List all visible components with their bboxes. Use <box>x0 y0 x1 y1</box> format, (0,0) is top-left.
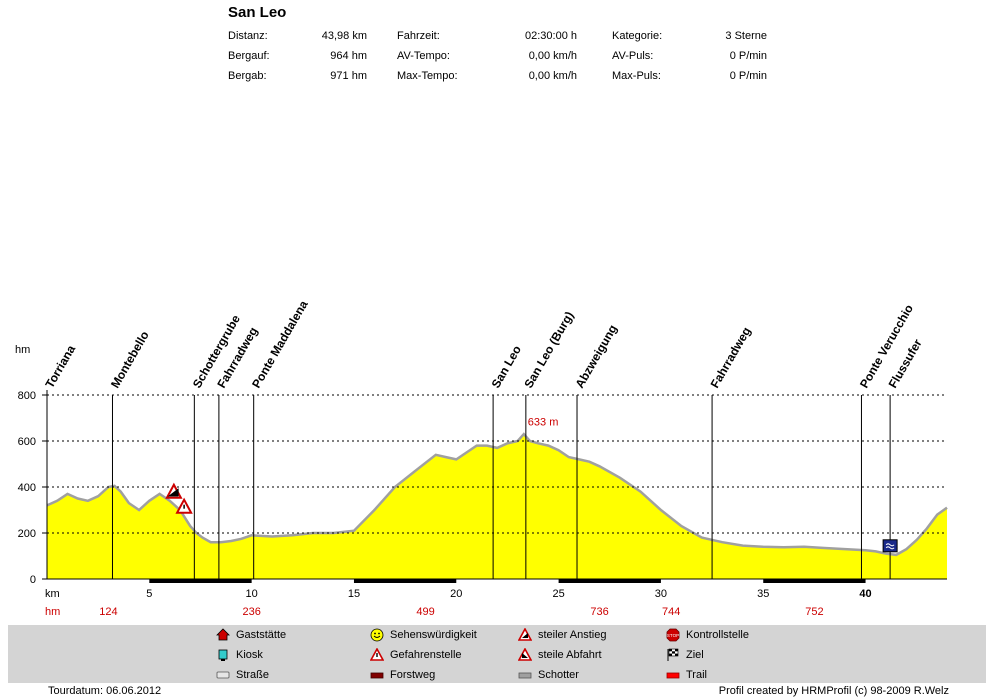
legend-panel: Gaststätte Kiosk Straße Sehenswürdigkeit Gef… <box>8 625 986 683</box>
legend-label: Gaststätte <box>236 629 287 641</box>
y-tick-label: 0 <box>30 574 36 586</box>
legend-label: Trail <box>686 669 707 681</box>
stat-label: Bergauf: <box>228 50 270 62</box>
smiley-icon <box>370 628 384 642</box>
legend-label: Kiosk <box>236 649 263 661</box>
legend-item: Gefahrenstelle <box>370 648 462 662</box>
y-axis-label: hm <box>15 344 30 356</box>
y-tick-label: 800 <box>18 390 36 402</box>
stat-label: Bergab: <box>228 70 267 82</box>
legend-label: Straße <box>236 669 270 681</box>
stat-value: 0 P/min <box>729 70 767 82</box>
water-icon <box>885 543 895 550</box>
stat-value: 43,98 km <box>321 30 367 42</box>
waypoint-label: Montebello <box>108 329 152 391</box>
stat-label: Kategorie: <box>612 30 663 42</box>
house-icon <box>216 628 230 641</box>
segment-label: 124 <box>99 606 117 618</box>
segment-label: 744 <box>662 606 680 618</box>
legend-item: Kiosk <box>216 648 263 662</box>
x-tick-label: 30 <box>655 588 667 600</box>
y-tick-label: 600 <box>18 436 36 448</box>
x-tick-label: 15 <box>348 588 360 600</box>
warning-icon <box>370 648 384 661</box>
legend-item: steiler Anstieg <box>518 628 606 642</box>
stat-value: 0,00 km/h <box>528 50 577 62</box>
segment-label: 752 <box>805 606 823 618</box>
waypoint-label: Ponte Maddalena <box>249 298 311 391</box>
legend-label: steile Abfahrt <box>538 649 602 661</box>
x-axis-label: km <box>45 588 60 600</box>
x-tick-label: 40 <box>859 588 871 600</box>
legend-item: Ziel <box>666 648 704 662</box>
trail-icon <box>666 672 680 679</box>
stat-label: AV-Puls: <box>612 50 654 62</box>
legend-label: Gefahrenstelle <box>390 649 462 661</box>
finish-flag-icon <box>667 648 679 661</box>
y-tick-label: 400 <box>18 482 36 494</box>
km-bar-segment <box>763 579 866 583</box>
legend-label: steiler Anstieg <box>538 629 607 641</box>
waypoint-label: Torriana <box>42 342 78 390</box>
stat-value: 0,00 km/h <box>528 70 577 82</box>
km-bar-segment <box>149 579 252 583</box>
legend-item: STOP Kontrollstelle <box>666 628 749 642</box>
waypoint-label: San Leo (Burg) <box>521 309 576 390</box>
stat-label: Max-Puls: <box>612 70 661 82</box>
legend-item: Forstweg <box>370 668 435 682</box>
legend-label: Forstweg <box>390 669 436 681</box>
legend-item: Schotter <box>518 668 579 682</box>
km-bar-segment <box>558 579 661 583</box>
legend-item: Trail <box>666 668 707 682</box>
legend-label: Schotter <box>538 669 579 681</box>
x-tick-label: 25 <box>552 588 564 600</box>
legend-label: Sehenswürdigkeit <box>390 629 477 641</box>
credit-text: Profil created by HRMProfil (c) 98-2009 … <box>718 685 949 697</box>
stat-value: 02:30:00 h <box>525 30 577 42</box>
steep-up-icon <box>518 628 532 641</box>
peak-label: 633 m <box>528 416 559 428</box>
kiosk-icon <box>218 649 228 661</box>
stop-icon: STOP <box>666 628 680 642</box>
segment-label: 499 <box>416 606 434 618</box>
legend-item: Sehenswürdigkeit <box>370 628 477 642</box>
stat-value: 3 Sterne <box>725 30 767 42</box>
segment-label: 236 <box>242 606 260 618</box>
tour-date: Tourdatum: 06.06.2012 <box>48 685 162 697</box>
finish-marker <box>882 539 898 553</box>
legend-item: Straße <box>216 668 269 682</box>
elevation-chart: hm 0 200 400 600 800 km 5 10 15 20 25 30 35 40 hm 124 236… <box>15 298 948 618</box>
stat-label: Distanz: <box>228 30 268 42</box>
stat-value: 964 hm <box>330 50 367 62</box>
y-tick-label: 200 <box>18 528 36 540</box>
marker-glyph <box>167 488 179 497</box>
legend-label: Ziel <box>686 649 704 661</box>
tour-title: San Leo <box>228 4 287 21</box>
stat-label: Max-Tempo: <box>397 70 458 82</box>
x-tick-label: 20 <box>450 588 462 600</box>
stat-label: AV-Tempo: <box>397 50 450 62</box>
profile-line <box>46 432 948 557</box>
legend-item: Gaststätte <box>216 628 286 642</box>
legend-item: steile Abfahrt <box>518 648 602 662</box>
x-tick-label: 35 <box>757 588 769 600</box>
forest-path-icon <box>370 672 384 679</box>
road-icon <box>216 671 230 679</box>
steep-down-icon <box>518 648 532 661</box>
stat-value: 971 hm <box>330 70 367 82</box>
stat-value: 0 P/min <box>729 50 767 62</box>
x-tick-label: 5 <box>146 588 152 600</box>
km-bar-segment <box>353 579 457 583</box>
segment-label: 736 <box>590 606 608 618</box>
waypoint-label: Fahrradweg <box>708 325 754 391</box>
x-tick-label: 10 <box>246 588 258 600</box>
svg-text:STOP: STOP <box>667 633 679 638</box>
segment-row-label: hm <box>45 606 60 618</box>
stat-label: Fahrzeit: <box>397 30 440 42</box>
gravel-icon <box>518 672 532 679</box>
waypoint-label: Abzweigung <box>572 322 619 390</box>
waypoint-label: San Leo <box>489 343 524 390</box>
legend-label: Kontrollstelle <box>686 629 749 641</box>
